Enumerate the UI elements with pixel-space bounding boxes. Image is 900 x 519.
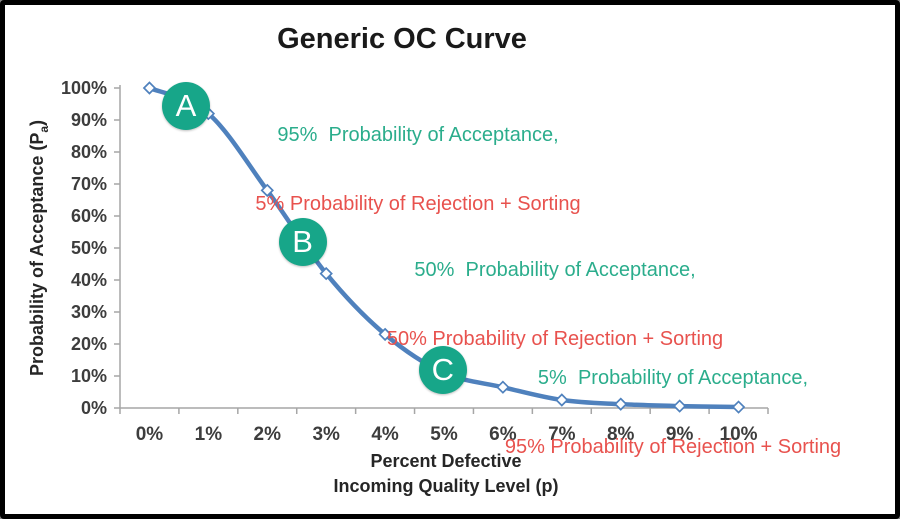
- oc-curve-chart: 100% 90% 80% 70% 60% 50% 40% 30% 20% 10% 0% 0% 1% 2% 3…: [61, 78, 769, 445]
- y-tick-label: 10%: [71, 366, 107, 386]
- x-axis-title-line2: Incoming Quality Level (p): [333, 476, 559, 496]
- x-tick-label: 8%: [607, 424, 635, 445]
- x-tick-label: 5%: [430, 424, 458, 445]
- callout-letter-c: C: [431, 351, 454, 387]
- data-point-marker: [731, 400, 746, 414]
- annotation-b-rejection: 50% Probability of Rejection + Sorting: [386, 328, 724, 350]
- x-tick-label: 6%: [489, 424, 517, 445]
- annotation-c-rejection: 95% Probability of Rejection + Sorting: [504, 436, 842, 458]
- callout-letter-b: B: [292, 223, 313, 259]
- callout-point-c: C: [418, 345, 467, 394]
- annotation-a-rejection: 5% Probability of Rejection + Sorting: [255, 193, 581, 215]
- x-tick-label: 2%: [254, 424, 282, 445]
- y-axis-title-close: ): [27, 119, 48, 126]
- annotation-b-acceptance: 50% Probability of Acceptance,: [414, 259, 696, 281]
- y-tick-label: 80%: [71, 142, 107, 162]
- annotation-point-b: 50% Probability of Acceptance, 50% Proba…: [387, 213, 723, 397]
- y-tick-label: 40%: [71, 270, 107, 290]
- x-tick-label: 7%: [548, 424, 576, 445]
- y-axis-title: Probability of Acceptance (Pa): [27, 120, 51, 376]
- callout-point-b: B: [278, 217, 327, 266]
- y-tick-label: 0%: [81, 398, 107, 418]
- x-axis-title: Percent Defective Incoming Quality Level…: [333, 449, 558, 499]
- x-axis-title-line1: Percent Defective: [370, 451, 522, 471]
- annotation-point-c: 5% Probability of Acceptance, 95% Probab…: [505, 321, 841, 505]
- annotation-c-acceptance: 5% Probability of Acceptance,: [537, 367, 809, 389]
- y-tick-label: 100%: [61, 78, 107, 98]
- y-axis-title-text: Probability of Acceptance (P: [27, 132, 48, 377]
- annotation-point-a: 95% Probability of Acceptance, 5% Probab…: [255, 78, 580, 262]
- y-tick-label: 50%: [71, 238, 107, 258]
- y-tick-label: 20%: [71, 334, 107, 354]
- y-tick-label: 70%: [71, 174, 107, 194]
- callout-point-a: A: [161, 81, 210, 130]
- x-tick-label: 1%: [195, 424, 223, 445]
- annotation-a-acceptance: 95% Probability of Acceptance,: [277, 124, 559, 146]
- data-point-marker: [319, 266, 333, 281]
- data-point-marker: [614, 397, 628, 411]
- data-point-marker: [496, 380, 510, 394]
- y-axis-title-subscript: a: [36, 125, 51, 133]
- data-point-marker: [555, 393, 569, 407]
- chart-title: Generic OC Curve: [277, 23, 527, 55]
- x-tick-label: 4%: [371, 424, 399, 445]
- y-tick-label: 30%: [71, 302, 107, 322]
- x-tick-label: 9%: [666, 424, 694, 445]
- x-tick-label: 10%: [720, 424, 758, 445]
- y-tick-label: 90%: [71, 110, 107, 130]
- data-point-marker: [142, 81, 157, 95]
- x-tick-label: 3%: [312, 424, 340, 445]
- callout-letter-a: A: [175, 87, 197, 123]
- data-point-marker: [378, 327, 392, 342]
- data-point-marker: [260, 183, 274, 198]
- x-tick-label: 0%: [136, 424, 164, 445]
- data-point-marker: [672, 399, 687, 413]
- y-tick-label: 60%: [71, 206, 107, 226]
